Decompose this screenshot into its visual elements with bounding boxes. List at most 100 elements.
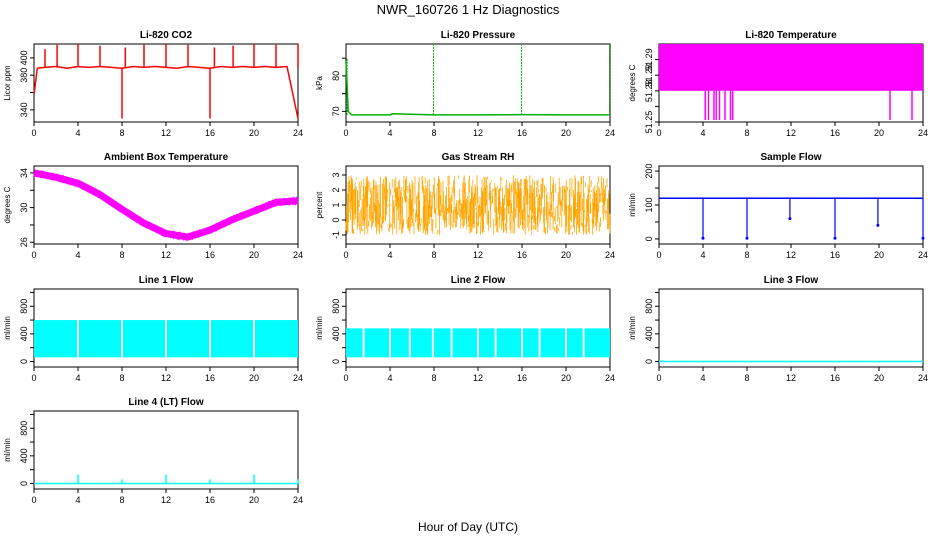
x-tick-label: 8 bbox=[744, 250, 749, 260]
x-tick-label: 16 bbox=[517, 250, 527, 260]
x-tick-label: 20 bbox=[561, 373, 571, 383]
data-gap bbox=[450, 328, 453, 358]
data-gap bbox=[121, 320, 123, 358]
x-tick-label: 0 bbox=[343, 128, 348, 138]
x-tick-label: 12 bbox=[473, 128, 483, 138]
data-gap bbox=[253, 320, 255, 358]
panel-title: Ambient Box Temperature bbox=[104, 152, 229, 163]
series-5 bbox=[345, 175, 611, 235]
y-axis-label: ml/min bbox=[628, 316, 637, 340]
x-tick-label: 24 bbox=[293, 495, 303, 505]
y-tick-label: 400 bbox=[19, 326, 29, 341]
x-tick-label: 24 bbox=[605, 373, 615, 383]
x-tick-label: 8 bbox=[119, 373, 124, 383]
x-tick-label: 20 bbox=[249, 128, 259, 138]
data-gap bbox=[521, 328, 523, 358]
y-axis-label: percent bbox=[315, 191, 324, 218]
x-tick-label: 24 bbox=[918, 128, 928, 138]
x-tick-label: 4 bbox=[387, 250, 392, 260]
y-tick-label: 100 bbox=[644, 197, 654, 212]
x-tick-label: 8 bbox=[431, 250, 436, 260]
x-tick-label: 24 bbox=[293, 128, 303, 138]
y-axis-label: ml/min bbox=[315, 316, 324, 340]
data-gap bbox=[565, 328, 567, 358]
data-gap bbox=[165, 320, 167, 358]
x-tick-label: 8 bbox=[119, 495, 124, 505]
y-tick-label: 80 bbox=[331, 71, 341, 81]
y-tick-label: 51.29 bbox=[644, 48, 654, 71]
data-line bbox=[33, 65, 299, 119]
x-tick-label: 24 bbox=[918, 250, 928, 260]
x-tick-label: 0 bbox=[656, 128, 661, 138]
x-tick-label: 20 bbox=[249, 373, 259, 383]
panel-title: Li-820 CO2 bbox=[140, 30, 193, 41]
y-tick-label: 70 bbox=[331, 106, 341, 116]
y-tick-label: 0 bbox=[331, 359, 341, 364]
y-tick-label: 400 bbox=[19, 50, 29, 65]
data-line bbox=[345, 61, 609, 116]
data-gap bbox=[582, 328, 585, 358]
x-tick-label: 16 bbox=[205, 128, 215, 138]
x-tick-label: 24 bbox=[918, 373, 928, 383]
y-axis-label: kPa bbox=[315, 76, 324, 90]
panel-title: Line 1 Flow bbox=[139, 275, 194, 286]
panel-title: Gas Stream RH bbox=[442, 152, 515, 163]
x-tick-label: 20 bbox=[249, 250, 259, 260]
x-tick-label: 16 bbox=[205, 250, 215, 260]
x-tick-label: 8 bbox=[431, 128, 436, 138]
y-tick-label: 340 bbox=[19, 102, 29, 117]
panel-7: Line 1 Flow 0 4 8 12 16 20 24 0 400 800 ml/min bbox=[3, 275, 303, 383]
y-tick-label: 51.28 bbox=[644, 64, 654, 87]
y-tick-label: 0 bbox=[19, 481, 29, 486]
x-tick-label: 16 bbox=[517, 373, 527, 383]
plot-frame bbox=[345, 43, 611, 123]
x-tick-label: 4 bbox=[75, 495, 80, 505]
x-tick-label: 16 bbox=[517, 128, 527, 138]
data-point bbox=[833, 236, 837, 240]
x-tick-label: 20 bbox=[874, 250, 884, 260]
panel-8: Line 2 Flow 0 4 8 12 16 20 24 0 400 800 ml/min bbox=[315, 275, 615, 383]
x-tick-label: 12 bbox=[473, 250, 483, 260]
y-tick-label: 2 bbox=[331, 187, 341, 192]
y-tick-label: 30 bbox=[19, 203, 29, 213]
series-8 bbox=[346, 328, 610, 358]
y-tick-label: 800 bbox=[19, 299, 29, 314]
plot-frame bbox=[658, 288, 924, 368]
data-point bbox=[788, 217, 792, 221]
y-tick-label: 51.25 bbox=[644, 111, 654, 134]
x-tick-label: 12 bbox=[786, 250, 796, 260]
data-point bbox=[921, 236, 925, 240]
panel-title: Li-820 Temperature bbox=[745, 30, 837, 41]
x-tick-label: 0 bbox=[31, 128, 36, 138]
data-gap bbox=[209, 320, 211, 358]
series-4 bbox=[33, 169, 299, 241]
x-tick-label: 20 bbox=[249, 495, 259, 505]
x-tick-label: 16 bbox=[830, 250, 840, 260]
y-tick-label: 400 bbox=[19, 448, 29, 463]
y-tick-label: 400 bbox=[331, 326, 341, 341]
x-tick-label: 24 bbox=[605, 250, 615, 260]
x-tick-label: 24 bbox=[605, 128, 615, 138]
y-axis-label: ml/min bbox=[3, 316, 12, 340]
data-line bbox=[33, 169, 299, 241]
x-tick-label: 20 bbox=[561, 128, 571, 138]
y-tick-label: 200 bbox=[644, 164, 654, 179]
x-tick-label: 12 bbox=[161, 128, 171, 138]
panel-title: Sample Flow bbox=[760, 152, 821, 163]
y-tick-label: 26 bbox=[19, 237, 29, 247]
x-tick-label: 24 bbox=[293, 250, 303, 260]
panel-title: Li-820 Pressure bbox=[441, 30, 516, 41]
x-tick-label: 8 bbox=[744, 373, 749, 383]
panel-2: Li-820 Pressure 0 4 8 12 16 20 24 70 80 kPa bbox=[315, 30, 615, 138]
panel-4: Ambient Box Temperature 0 4 8 12 16 20 24 26 30 34… bbox=[3, 152, 303, 260]
x-tick-label: 0 bbox=[31, 373, 36, 383]
x-tick-label: 4 bbox=[387, 373, 392, 383]
x-tick-label: 20 bbox=[874, 128, 884, 138]
data-noise bbox=[345, 175, 611, 235]
figure-title: NWR_160726 1 Hz Diagnostics bbox=[377, 2, 560, 17]
data-gap bbox=[389, 328, 391, 358]
y-tick-label: 800 bbox=[331, 299, 341, 314]
x-tick-label: 12 bbox=[161, 495, 171, 505]
data-gap bbox=[494, 328, 497, 358]
x-tick-label: 12 bbox=[161, 250, 171, 260]
